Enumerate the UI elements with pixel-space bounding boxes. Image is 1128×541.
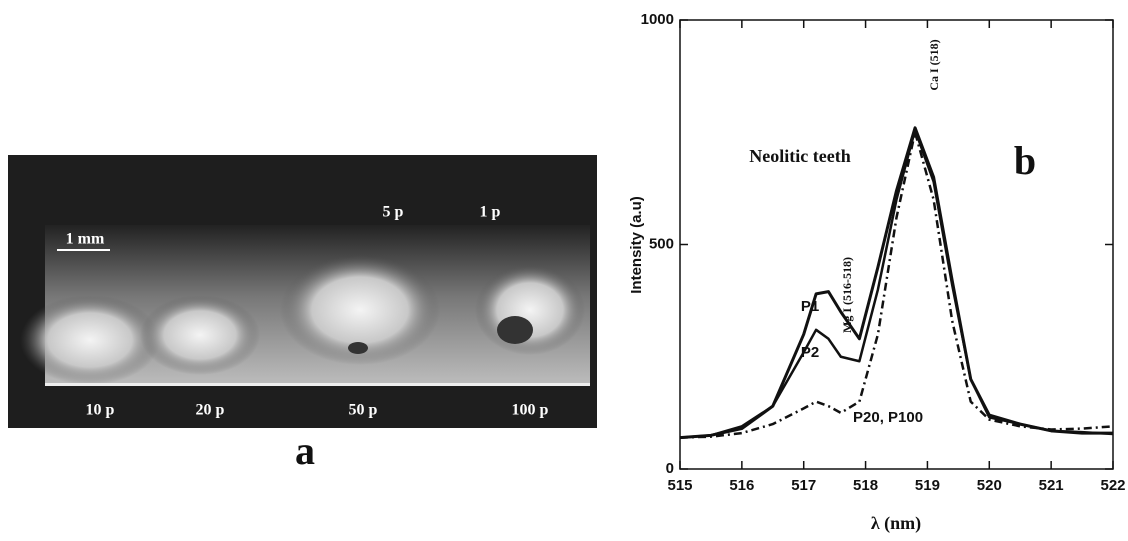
x-tick-label: 515 [667, 477, 692, 494]
photo-spot [280, 255, 440, 365]
annotation: Ca I (518) [927, 39, 941, 90]
series-label: P2 [801, 344, 819, 361]
x-tick-label: 517 [791, 477, 816, 494]
photo-spot [20, 295, 160, 385]
series-line [679, 126, 1113, 440]
photo-label: 20 p [196, 402, 225, 419]
photo-label: 10 p [86, 402, 115, 419]
x-axis-label: λ (nm) [871, 513, 921, 534]
series-label: P20, P100 [853, 409, 923, 426]
x-tick-label: 521 [1039, 477, 1064, 494]
x-tick-label: 520 [977, 477, 1002, 494]
photo-crater [348, 342, 368, 354]
panel-label: a [295, 428, 315, 473]
photo-label: 100 p [512, 402, 549, 419]
series-line [679, 131, 1114, 439]
photo-label: 5 p [383, 204, 404, 221]
chart: Neolitic teeth b Ca I (518) Mg I (516-51… [628, 11, 1126, 534]
photo-label: 50 p [349, 402, 378, 419]
photo-crater [497, 316, 533, 344]
y-tick-label: 1000 [641, 11, 674, 28]
photo-label: 1 p [480, 204, 501, 221]
photo-spot [140, 295, 260, 375]
x-tick-label: 518 [853, 477, 878, 494]
x-tick-label: 516 [729, 477, 754, 494]
plot-frame [679, 19, 1114, 470]
y-tick-label: 0 [666, 460, 674, 477]
scale-bar-label: 1 mm [66, 231, 105, 248]
chart-title: Neolitic teeth [749, 146, 850, 166]
photo-edge [45, 383, 590, 386]
photo-spot [475, 265, 585, 355]
series-line [679, 128, 1114, 439]
series-label: P1 [801, 298, 819, 315]
photo-panel: 1 mm 5 p 1 p 10 p 20 p 50 p 100 p a [8, 155, 597, 473]
panel-label: b [1014, 138, 1036, 183]
x-tick-label: 519 [915, 477, 940, 494]
x-tick-label: 522 [1100, 477, 1125, 494]
y-axis-label: Intensity (a.u) [628, 196, 645, 294]
y-tick-label: 500 [649, 235, 674, 252]
